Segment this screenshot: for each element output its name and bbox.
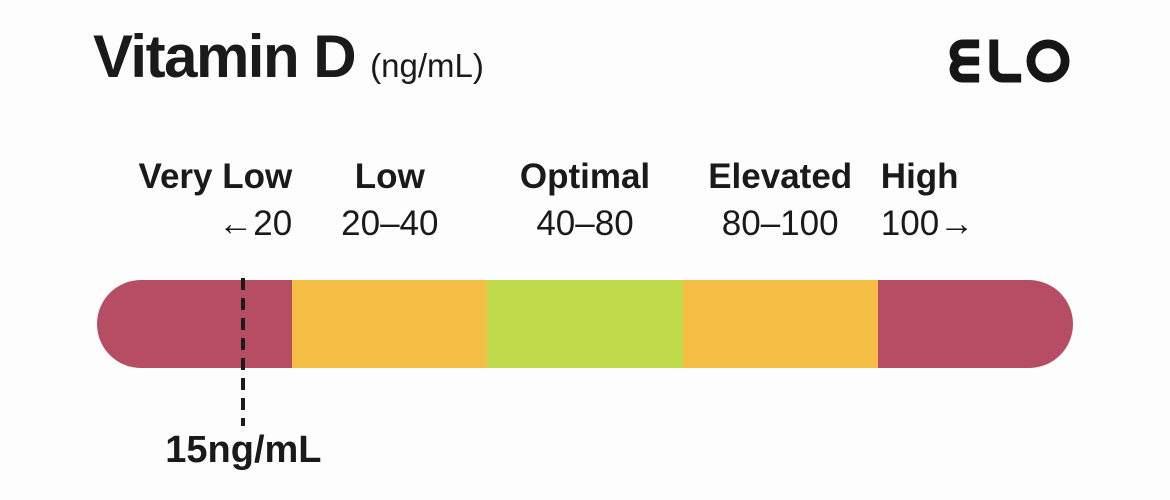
label-col-elevated: Elevated 80–100 xyxy=(708,153,852,247)
marker-dashed-line xyxy=(241,278,246,426)
chart-title: Vitamin D xyxy=(93,23,357,90)
segment-very-low xyxy=(97,280,293,368)
segment-optimal xyxy=(487,280,683,368)
range-label: ←20 xyxy=(218,204,293,243)
label-col-low: Low 20–40 xyxy=(341,153,438,247)
category-label: Optimal xyxy=(519,157,651,196)
category-label: Low xyxy=(354,157,425,196)
chart-unit-label: (ng/mL) xyxy=(370,47,484,84)
range-label: 100→ xyxy=(880,204,975,243)
elo-logo-icon xyxy=(949,39,1070,83)
label-col-optimal: Optimal 40–80 xyxy=(520,153,650,247)
scale-bar xyxy=(97,280,1073,368)
range-label: 20–40 xyxy=(341,204,439,243)
category-label: Very Low xyxy=(138,157,293,196)
segment-elevated xyxy=(682,280,878,368)
category-label: High xyxy=(880,157,959,196)
range-label: 80–100 xyxy=(721,204,839,243)
range-label: 40–80 xyxy=(536,204,634,243)
segment-low xyxy=(292,280,488,368)
marker-value-label: 15ng/mL xyxy=(165,429,322,471)
category-label: Elevated xyxy=(708,157,853,196)
label-col-high: High 100→ xyxy=(881,153,974,247)
segment-high xyxy=(877,280,1073,368)
elo-logo xyxy=(943,39,1070,83)
page-title: Vitamin D (ng/mL) xyxy=(93,26,484,97)
label-col-very-low: Very Low ←20 xyxy=(139,153,293,247)
